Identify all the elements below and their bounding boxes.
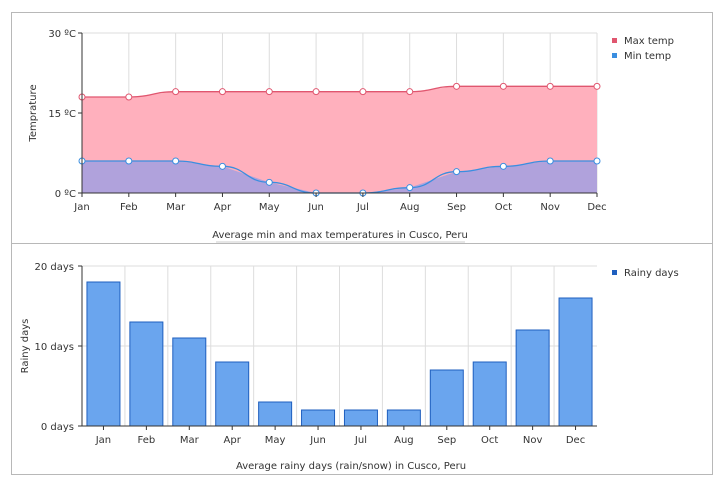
temp-x-tick-label: Jan	[73, 202, 89, 213]
temp-x-tick-label: Dec	[587, 202, 606, 213]
rain-y-tick-label: 20 days	[34, 262, 74, 273]
temp-x-tick-label: Nov	[540, 202, 560, 213]
rain-x-tick-label: Jun	[309, 435, 326, 446]
data-point-min	[265, 178, 273, 186]
temp-y-tick-label: 30 ºC	[48, 29, 76, 40]
rain-x-tick-label: Sep	[437, 435, 456, 446]
series-area-min	[82, 161, 597, 193]
data-point-max	[359, 88, 367, 96]
temp-y-tick-label: 15 ºC	[48, 109, 76, 120]
temp-x-tick-label: Jun	[307, 202, 324, 213]
bar-jan	[86, 281, 121, 427]
data-point-max	[218, 88, 226, 96]
series-line-max	[81, 85, 597, 98]
legend-label-max: Max temp	[624, 36, 674, 47]
bar-aug	[386, 409, 421, 427]
data-point-max	[172, 88, 180, 96]
rain-y-tick-label: 10 days	[34, 342, 74, 353]
data-point-max	[546, 82, 554, 90]
rain-x-tick-label: Jan	[95, 435, 111, 446]
data-point-min	[172, 157, 180, 165]
data-point-max	[265, 88, 273, 96]
rain-x-tick-label: Mar	[180, 435, 200, 446]
data-point-max	[499, 82, 507, 90]
temp-x-tick-label: Apr	[214, 202, 232, 213]
data-point-max	[125, 93, 133, 101]
temp-x-tick-label: Mar	[166, 202, 186, 213]
rain-y-tick-label: 0 days	[41, 422, 74, 433]
data-point-max	[593, 82, 601, 90]
rainy-days-chart: 0 days 10 days 20 days Jan Feb Mar Apr May Jun Ju…	[20, 262, 679, 472]
bar-oct	[472, 361, 507, 427]
temp-x-tick-label: Feb	[120, 202, 138, 213]
bar-mar	[172, 337, 207, 427]
rain-x-tick-label: Jul	[354, 435, 367, 446]
rain-x-tick-label: Nov	[523, 435, 543, 446]
rain-x-tick-label: Dec	[566, 435, 585, 446]
data-point-max	[312, 88, 320, 96]
bar-dec	[558, 297, 593, 427]
legend-label-min: Min temp	[624, 51, 671, 62]
temp-x-tick-label: Aug	[400, 202, 420, 213]
data-point-max	[406, 88, 414, 96]
data-point-min	[406, 184, 414, 192]
temp-x-tick-label: Oct	[495, 202, 512, 213]
data-point-min	[593, 157, 601, 165]
temp-x-tick-label: May	[259, 202, 280, 213]
legend-swatch-min	[612, 53, 617, 58]
bar-sep	[429, 369, 464, 427]
rain-x-tick-label: Apr	[224, 435, 242, 446]
temp-x-tick-label: Sep	[447, 202, 466, 213]
temp-chart-caption: Average min and max temperatures in Cusc…	[212, 230, 468, 241]
data-point-min	[125, 157, 133, 165]
data-point-max	[453, 82, 461, 90]
legend-swatch-max	[612, 38, 617, 43]
rain-y-axis-label: Rainy days	[20, 319, 31, 374]
bar-nov	[515, 329, 550, 427]
legend-swatch-rainy	[612, 270, 617, 275]
rain-x-tick-label: Aug	[394, 435, 414, 446]
bar-apr	[215, 361, 250, 427]
temp-x-tick-label: Jul	[356, 202, 369, 213]
rain-x-tick-label: May	[265, 435, 286, 446]
temp-y-tick-label: 0 ºC	[55, 189, 76, 200]
bar-feb	[129, 321, 164, 427]
data-point-min	[453, 168, 461, 176]
rain-chart-caption: Average rainy days (rain/snow) in Cusco,…	[236, 461, 466, 472]
bar-jun	[301, 409, 336, 427]
legend-label-rainy: Rainy days	[624, 268, 679, 279]
rain-x-tick-label: Oct	[481, 435, 498, 446]
data-point-min	[546, 157, 554, 165]
temp-y-axis-label: Temprature	[28, 84, 39, 142]
bar-may	[258, 401, 293, 427]
temperature-chart: 0 ºC 15 ºC 30 ºC Jan Feb Mar Apr May Jun Jul Aug Se…	[28, 29, 674, 243]
data-point-min	[218, 162, 226, 170]
data-point-min	[499, 162, 507, 170]
bar-jul	[343, 409, 378, 427]
rain-x-tick-label: Feb	[138, 435, 156, 446]
